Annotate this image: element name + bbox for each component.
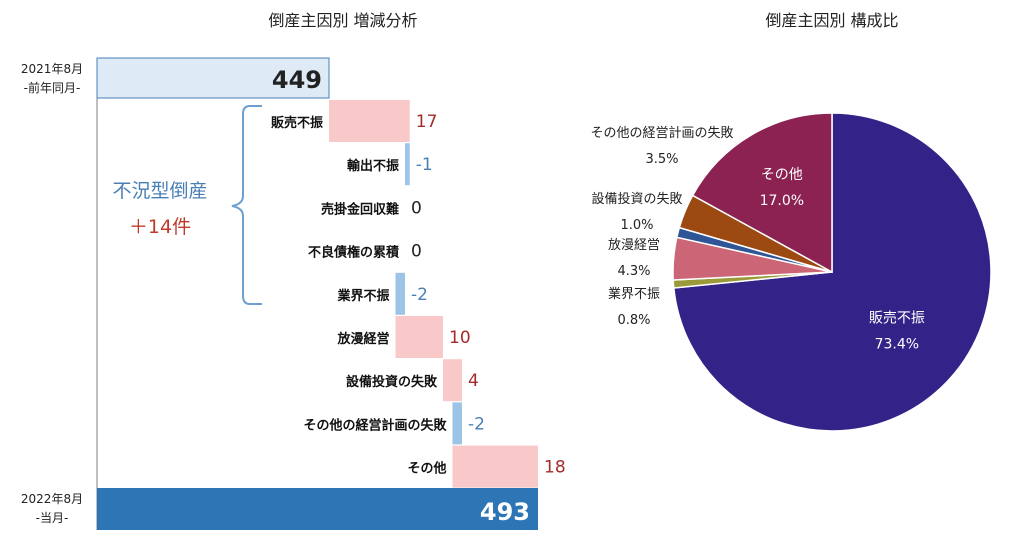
pie-slice-name: 設備投資の失敗 [591,191,682,207]
waterfall-value-label: 10 [449,328,471,348]
waterfall-bar [395,316,443,358]
start-label-line2: -前年同月- [24,80,81,95]
waterfall-bar [452,445,538,488]
pie-slice [691,112,833,274]
pie-slice-name: その他の経営計画の失敗 [590,125,733,141]
pie-slice-percent: 0.8% [617,313,650,328]
waterfall-bar [329,100,410,142]
end-label-line1: 2022年8月 [21,492,83,506]
end-label-line2: -当月- [36,511,69,525]
waterfall-bar [452,402,462,445]
waterfall-bars: 販売不振 17 輸出不振 -1 売掛金回収難 0 不良債権の累積 0 業界不振 -2 放漫経営 10 設… [271,100,566,488]
pie-slice-name: 業界不振 [608,286,660,302]
pie-slice-percent: 73.4% [875,337,919,353]
waterfall-value-label: -2 [468,414,485,434]
bracket-change: ＋14件 [129,216,191,238]
waterfall-category-label: 輸出不振 [347,158,399,174]
pie-slice-percent: 17.0% [760,193,804,209]
bracket-label: 不況型倒産 [112,180,207,202]
waterfall-title: 倒産主因別 増減分析 [268,11,417,30]
waterfall-category-label: 業界不振 [336,288,389,304]
waterfall-value-label: 0 [411,242,422,262]
waterfall-category-label: その他の経営計画の失敗 [303,417,447,433]
waterfall-bar [443,359,462,402]
start-value-label: 449 [272,66,322,94]
waterfall-category-label: 販売不振 [271,115,323,131]
pie-slice-name: 販売不振 [869,311,925,327]
pie-chart: 販売不振 73.4% 業界不振 0.8% 放漫経営 4.3% 設備投資の失敗 1.0% その他の… [590,112,992,432]
waterfall-category-label: 設備投資の失敗 [346,374,438,390]
waterfall-category-label: その他 [407,461,446,477]
start-label-line1: 2021年8月 [21,62,83,76]
waterfall-category-label: 放漫経営 [336,331,389,347]
waterfall-value-label: 4 [468,371,479,391]
waterfall-value-label: 0 [411,198,422,218]
pie-slice-percent: 4.3% [617,264,650,279]
pie-slice-percent: 1.0% [620,218,653,233]
start-bar [96,57,330,99]
end-value-label: 493 [480,498,530,526]
waterfall-value-label: -2 [411,285,428,305]
pie-slice-percent: 3.5% [645,152,678,167]
pie-slice-name: その他 [761,167,803,183]
waterfall-category-label: 不良債権の累積 [308,245,400,261]
bracket-shape [231,105,262,305]
waterfall-bar [405,143,410,186]
waterfall-category-label: 売掛金回収難 [321,201,399,217]
pie-title: 倒産主因別 構成比 [765,11,898,30]
waterfall-value-label: 18 [544,458,566,478]
waterfall-value-label: -1 [416,155,433,175]
waterfall-value-label: 17 [416,112,438,132]
waterfall-bar [395,272,405,315]
end-bar [97,488,538,530]
pie-slice-name: 放漫経営 [608,238,660,253]
